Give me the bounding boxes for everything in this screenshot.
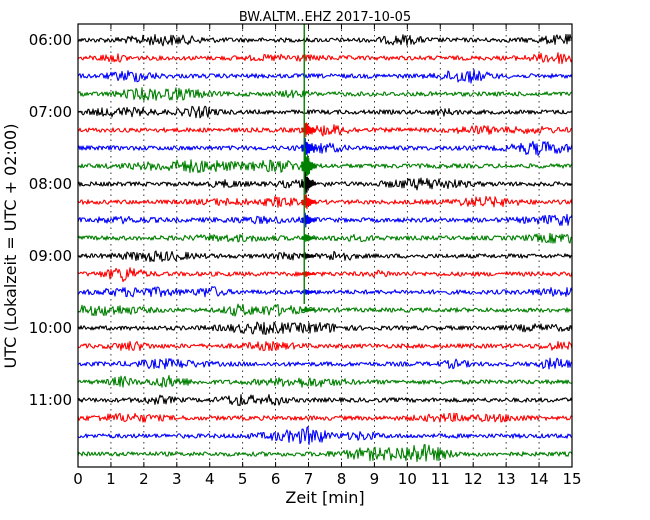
y-tick-label-0: 06:00 [29, 31, 72, 49]
trace-7 [77, 159, 573, 174]
trace-23 [77, 443, 573, 463]
trace-17 [77, 340, 573, 352]
x-tick-label-8: 8 [337, 470, 347, 488]
x-tick-label-15: 15 [562, 470, 581, 488]
plot-frame [77, 23, 573, 468]
y-tick-label-1: 07:00 [29, 103, 72, 121]
trace-10 [77, 213, 573, 226]
x-tick-label-0: 0 [73, 470, 83, 488]
x-tick-label-12: 12 [464, 470, 483, 488]
y-tick-label-5: 11:00 [29, 391, 72, 409]
trace-12 [77, 250, 573, 263]
trace-2 [77, 69, 573, 84]
trace-21 [77, 412, 573, 423]
event-trace-15 [301, 306, 317, 313]
x-tick-label-11: 11 [431, 470, 450, 488]
traces [77, 33, 573, 463]
y-tick-label-2: 08:00 [29, 175, 72, 193]
x-ticks: 0 1 2 3 4 5 6 7 8 9 10 11 12 13 14 15 [73, 24, 582, 488]
trace-11 [77, 232, 573, 244]
x-tick-label-1: 1 [106, 470, 116, 488]
trace-3 [77, 87, 573, 102]
trace-8 [77, 177, 573, 191]
trace-20 [77, 394, 573, 407]
y-tick-label-4: 10:00 [29, 319, 72, 337]
trace-5 [77, 124, 573, 137]
x-tick-label-4: 4 [205, 470, 215, 488]
trace-22 [77, 426, 573, 446]
trace-19 [77, 374, 573, 388]
y-axis-label: UTC (Lokalzeit = UTC + 02:00) [1, 124, 20, 369]
trace-14 [77, 286, 573, 298]
x-tick-label-9: 9 [370, 470, 380, 488]
x-tick-label-5: 5 [238, 470, 248, 488]
y-tick-label-3: 09:00 [29, 247, 72, 265]
trace-1 [77, 52, 573, 65]
trace-9 [77, 195, 573, 208]
trace-16 [77, 321, 573, 335]
x-tick-label-3: 3 [172, 470, 182, 488]
x-tick-label-14: 14 [530, 470, 549, 488]
x-tick-label-6: 6 [271, 470, 281, 488]
x-tick-label-13: 13 [497, 470, 516, 488]
trace-0 [77, 33, 573, 47]
x-tick-label-10: 10 [398, 470, 417, 488]
x-tick-label-2: 2 [139, 470, 149, 488]
y-ticks: 06:00 07:00 08:00 09:00 10:00 11:00 [29, 31, 572, 409]
trace-15 [77, 303, 573, 317]
event-traces [301, 24, 317, 313]
x-axis-label: Zeit [min] [285, 488, 364, 507]
chart-title: BW.ALTM..EHZ 2017-10-05 [239, 10, 411, 25]
trace-4 [77, 105, 573, 119]
trace-13 [77, 267, 573, 283]
grid [110, 24, 540, 467]
trace-6 [77, 140, 573, 156]
trace-18 [77, 357, 573, 370]
x-tick-label-7: 7 [304, 470, 314, 488]
